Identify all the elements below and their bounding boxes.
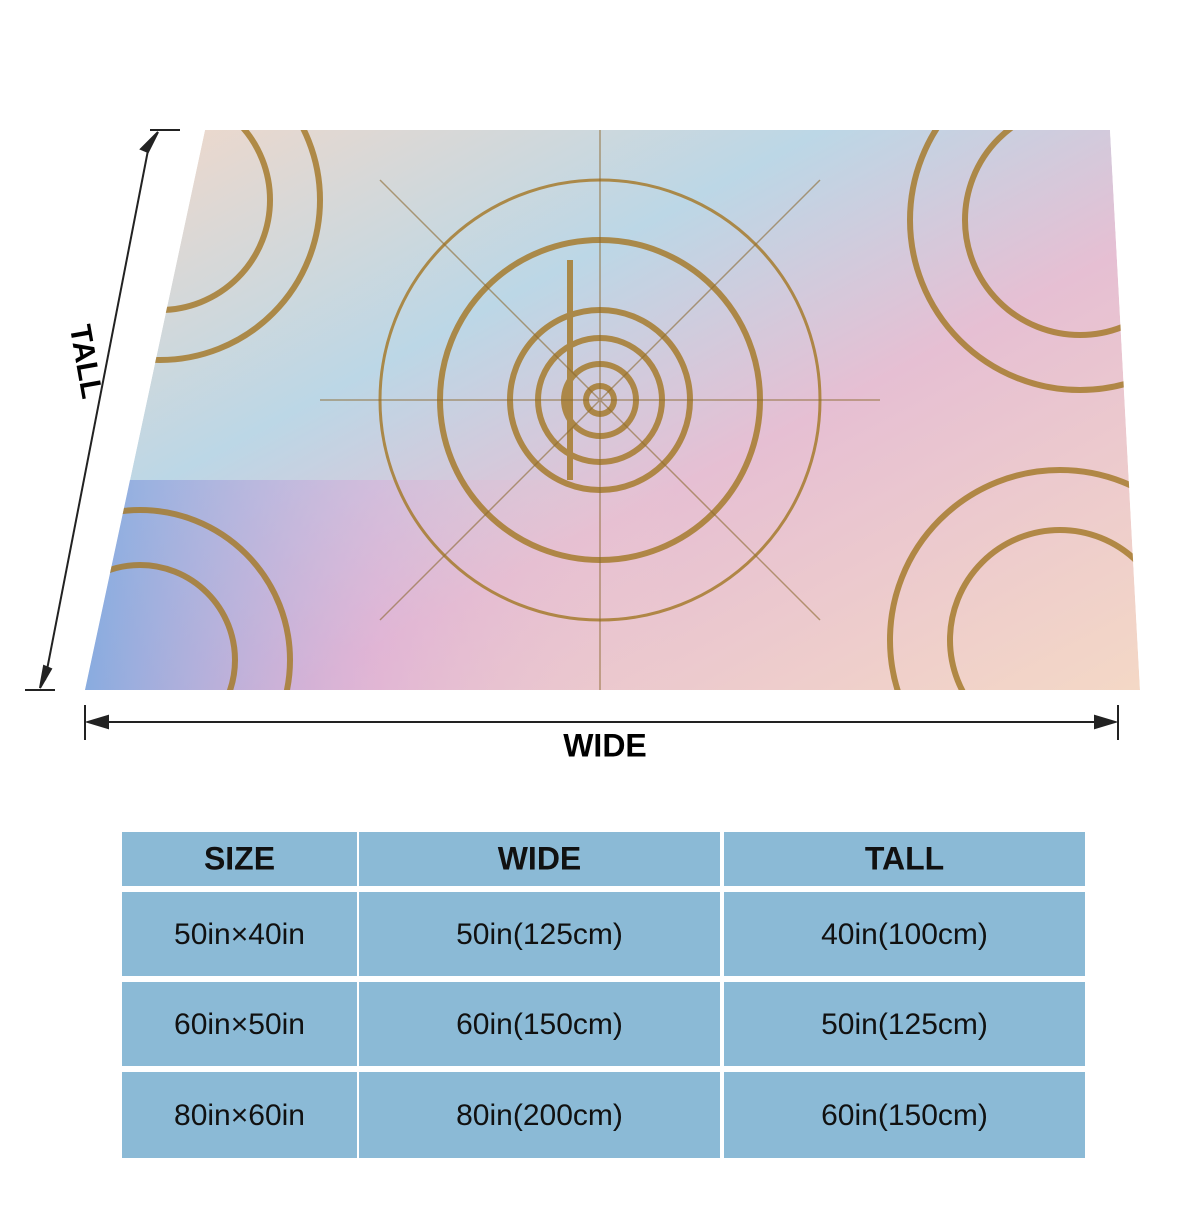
table-cell [359,1072,720,1158]
cell-text: 50in×40in [174,918,305,951]
cell-text: 80in×60in [174,1099,305,1132]
cell-text: 60in(150cm) [821,1099,988,1132]
size-table: SIZE WIDE TALL 50in×40in 50in(125cm) 40in(100… [122,832,1085,1158]
cell-text: 50in(125cm) [821,1008,988,1041]
cell-text: 50in(125cm) [456,918,623,951]
wide-label: WIDE [563,727,647,763]
table-cell [122,1072,357,1158]
table-cell [724,1072,1085,1158]
cell-text: 80in(200cm) [456,1099,623,1132]
table-cell [359,982,720,1066]
header-text: WIDE [498,840,582,876]
tall-arrow [25,129,180,691]
cell-text: 60in(150cm) [456,1008,623,1041]
table-cell [122,832,357,886]
cell-text: 60in×50in [174,1008,305,1041]
blanket [85,130,1140,690]
wide-arrow [84,705,1119,740]
header-text: TALL [865,840,944,876]
tall-label: TALL [63,322,108,401]
table-cell [359,892,720,976]
header-text: SIZE [204,840,275,876]
cell-text: 40in(100cm) [821,918,988,951]
table-cell [122,982,357,1066]
table-cell [122,892,357,976]
table-cell [724,982,1085,1066]
table-cell [724,832,1085,886]
table-cell [724,892,1085,976]
table-cell [359,832,720,886]
